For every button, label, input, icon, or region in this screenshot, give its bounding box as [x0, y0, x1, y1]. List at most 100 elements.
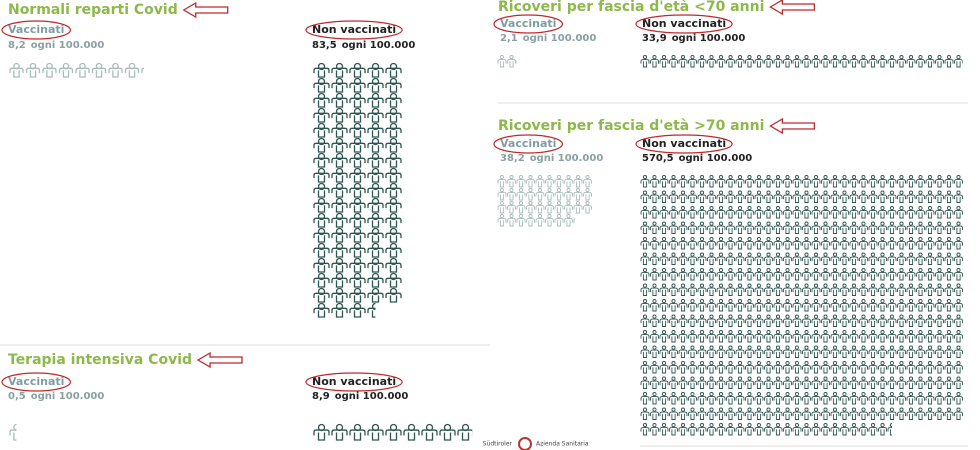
person-icon: [745, 361, 754, 374]
person-icon: [754, 376, 764, 389]
person-icon: [745, 376, 754, 389]
person-icon: [935, 206, 944, 219]
person-icon: [745, 175, 754, 188]
person-icon: [925, 268, 935, 281]
person-icon: [659, 299, 669, 312]
person-icon: [526, 188, 535, 201]
person-icon: [821, 252, 830, 265]
person-icon: [124, 62, 140, 78]
person-icon: [792, 330, 802, 343]
person-icon: [349, 287, 366, 303]
person-icon: [792, 190, 802, 203]
annotation-circle: [493, 14, 564, 34]
person-icon: [697, 376, 707, 389]
person-icon: [697, 206, 707, 219]
person-icon: [91, 62, 107, 78]
person-icon: [313, 182, 330, 198]
person-icon: [745, 206, 754, 219]
person-icon: [916, 175, 925, 188]
person-icon: [141, 67, 144, 74]
person-icon: [783, 407, 792, 420]
person-icon: [906, 175, 916, 188]
person-icon: [849, 55, 859, 68]
person-icon: [887, 376, 897, 389]
person-icon: [754, 175, 764, 188]
person-icon: [313, 122, 330, 138]
person-icon: [735, 175, 745, 188]
person-icon: [773, 392, 783, 405]
person-icon: [745, 190, 754, 203]
person-icon: [313, 272, 330, 288]
person-icon: [349, 122, 366, 138]
person-icon: [650, 423, 659, 436]
person-icon: [821, 361, 830, 374]
person-icon: [830, 423, 840, 436]
person-icon: [716, 345, 726, 358]
person-icon: [659, 252, 669, 265]
person-icon: [349, 182, 366, 198]
person-icon: [385, 257, 402, 273]
person-icon: [678, 283, 688, 296]
annotation-circle: [635, 14, 733, 34]
person-icon: [887, 345, 897, 358]
pictogram: [640, 175, 963, 436]
person-icon: [773, 190, 783, 203]
person-icon: [716, 268, 726, 281]
person-icon: [897, 175, 906, 188]
person-icon: [349, 197, 366, 213]
person-icon: [678, 175, 688, 188]
person-icon: [783, 237, 792, 250]
person-icon: [564, 175, 573, 188]
rate-unit: ogni 100.000: [31, 40, 105, 51]
person-icon: [840, 252, 849, 265]
person-icon: [385, 197, 402, 213]
person-icon: [764, 221, 773, 234]
person-icon: [349, 77, 366, 93]
panel-title: Terapia intensiva Covid: [8, 352, 192, 368]
person-icon: [925, 206, 935, 219]
person-icon: [313, 227, 330, 243]
person-icon: [916, 268, 925, 281]
person-icon: [716, 55, 726, 68]
person-icon: [925, 252, 935, 265]
person-icon: [840, 55, 849, 68]
person-icon: [954, 175, 963, 188]
person-icon: [764, 268, 773, 281]
person-icon: [887, 268, 897, 281]
person-icon: [840, 407, 849, 420]
person-icon: [868, 299, 878, 312]
person-icon: [878, 283, 887, 296]
person-icon: [650, 252, 659, 265]
person-icon: [707, 55, 716, 68]
person-icon: [935, 361, 944, 374]
person-icon: [349, 152, 366, 168]
person-icon: [688, 252, 697, 265]
person-icon: [792, 423, 802, 436]
person-icon: [385, 122, 402, 138]
person-icon: [764, 345, 773, 358]
person-icon: [726, 237, 735, 250]
person-icon: [385, 107, 402, 123]
pictogram: [313, 62, 402, 318]
person-icon: [659, 190, 669, 203]
person-icon: [367, 167, 384, 183]
pictogram: [497, 55, 517, 68]
person-icon: [640, 345, 650, 358]
person-icon: [783, 190, 792, 203]
person-icon: [507, 201, 516, 214]
person-icon: [726, 345, 735, 358]
person-icon: [583, 201, 592, 214]
person-icon: [640, 268, 650, 281]
person-icon: [840, 392, 849, 405]
person-icon: [313, 107, 330, 123]
person-icon: [925, 237, 935, 250]
person-icon: [707, 361, 716, 374]
person-icon: [878, 361, 887, 374]
person-icon: [859, 55, 868, 68]
person-icon: [830, 314, 840, 327]
person-icon: [868, 55, 878, 68]
person-icon: [735, 268, 745, 281]
person-icon: [669, 237, 678, 250]
pictogram: [9, 423, 17, 441]
person-icon: [331, 137, 348, 153]
